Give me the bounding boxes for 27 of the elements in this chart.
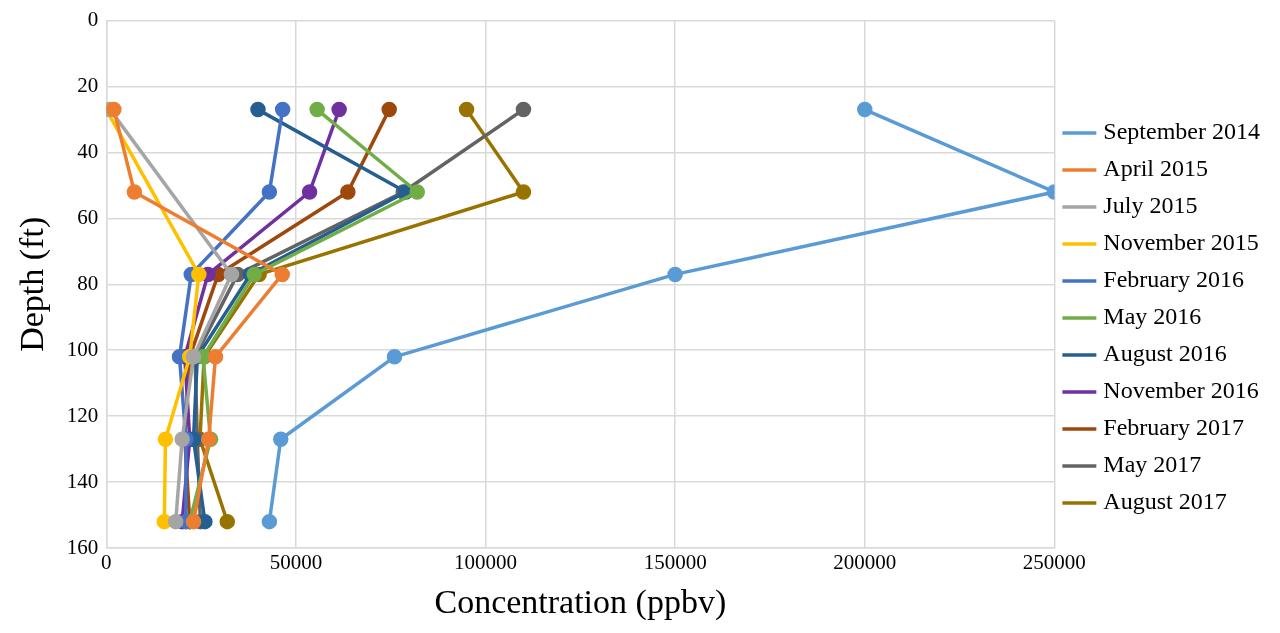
x-tick-label: 150000 [643,550,707,575]
x-tick-label: 250000 [1022,550,1086,575]
x-tick-label: 100000 [454,550,518,575]
x-axis-title: Concentration (ppbv) [434,582,727,621]
y-tick-label: 160 [66,534,99,559]
legend-label: February 2017 [1103,414,1245,441]
y-tick-label: 60 [77,204,99,229]
legend-label: May 2017 [1103,451,1202,478]
y-tick-label: 40 [77,138,99,163]
x-tick-label: 200000 [833,550,897,575]
legend-label: August 2016 [1103,340,1227,367]
y-tick-label: 120 [66,402,99,427]
y-axis-title: Depth (ft) [13,216,52,352]
y-tick-label: 80 [77,270,99,295]
y-tick-label: 140 [66,468,99,493]
legend-label: August 2017 [1103,488,1227,515]
legend-label: November 2016 [1103,377,1259,404]
x-tick-label: 50000 [269,550,323,575]
legend-label: November 2015 [1103,229,1259,256]
legend-label: July 2015 [1103,192,1198,219]
legend-label: September 2014 [1103,118,1261,145]
y-tick-label: 100 [66,336,99,361]
legend-label: May 2016 [1103,303,1202,330]
y-tick-label: 20 [77,73,99,98]
legend-label: February 2016 [1103,266,1245,293]
y-tick-label: 0 [87,7,99,32]
legend-label: April 2015 [1103,155,1209,182]
